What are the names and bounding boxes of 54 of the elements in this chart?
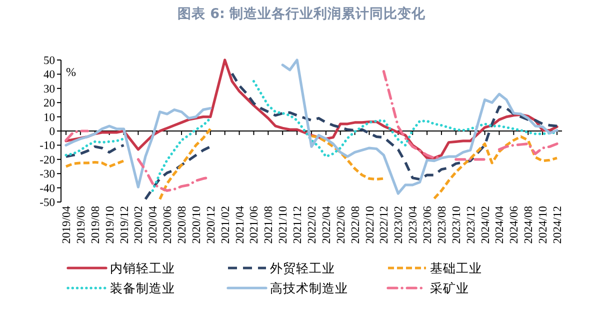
y-tick-label: 30 bbox=[44, 83, 56, 96]
x-tick-label: 2020/04 bbox=[148, 206, 160, 244]
x-tick-label: 2023/06 bbox=[422, 206, 434, 244]
x-tick-label: 2024/10 bbox=[538, 206, 550, 244]
x-tick-label: 2021/06 bbox=[248, 206, 261, 244]
x-tick-label: 2024/12 bbox=[552, 206, 564, 244]
x-tick-label: 2021/04 bbox=[234, 206, 246, 244]
x-tick-label: 2023/04 bbox=[408, 206, 420, 244]
x-tick-label: 2024/06 bbox=[508, 206, 521, 244]
y-tick-label: -10 bbox=[40, 140, 56, 152]
x-tick-label: 2021/08 bbox=[263, 206, 276, 244]
x-tick-label: 2019/06 bbox=[75, 206, 88, 244]
legend-label: 基础工业 bbox=[430, 262, 482, 276]
x-tick-label: 2022/02 bbox=[306, 206, 318, 244]
x-tick-label: 2024/08 bbox=[523, 206, 536, 244]
x-tick-label: 2022/06 bbox=[335, 206, 348, 244]
y-tick-label: 50 bbox=[44, 55, 56, 67]
y-tick-label: -50 bbox=[40, 197, 56, 209]
y-tick-label: 40 bbox=[44, 69, 56, 82]
y-tick-label: 0 bbox=[49, 126, 56, 138]
legend-label: 内销轻工业 bbox=[110, 262, 175, 276]
y-tick-label: -30 bbox=[40, 168, 56, 181]
x-tick-label: 2019/08 bbox=[90, 206, 102, 244]
y-tick-label: -40 bbox=[40, 182, 56, 195]
x-tick-label: 2020/08 bbox=[176, 206, 189, 244]
y-tick-label: 20 bbox=[44, 98, 56, 110]
x-tick-label: 2019/04 bbox=[61, 206, 73, 244]
x-tick-label: 2023/02 bbox=[393, 206, 406, 244]
x-tick-label: 2024/02 bbox=[480, 206, 492, 244]
x-tick-label: 2024/04 bbox=[494, 206, 506, 244]
x-tick-label: 2022/08 bbox=[350, 206, 362, 244]
x-tick-label: 2020/06 bbox=[162, 206, 174, 244]
x-tick-label: 2020/10 bbox=[190, 206, 203, 244]
y-tick-label: 10 bbox=[44, 112, 56, 124]
x-tick-label: 2023/12 bbox=[465, 206, 478, 244]
x-tick-label: 2023/10 bbox=[450, 206, 463, 244]
x-tick-label: 2019/10 bbox=[104, 206, 116, 244]
x-tick-label: 2022/12 bbox=[378, 206, 391, 244]
x-tick-label: 2021/02 bbox=[220, 206, 232, 244]
x-tick-label: 2021/12 bbox=[292, 206, 304, 244]
legend-label: 装备制造业 bbox=[110, 282, 175, 296]
x-tick-label: 2022/04 bbox=[320, 206, 333, 244]
x-tick-label: 2023/08 bbox=[436, 206, 448, 244]
x-tick-label: 2022/10 bbox=[364, 206, 376, 244]
legend-label: 采矿业 bbox=[430, 282, 469, 296]
legend-label: 外贸轻工业 bbox=[270, 262, 335, 276]
chart-title: 图表 6: 制造业各行业利润累计同比变化 bbox=[177, 5, 427, 22]
legend-label: 高技术制造业 bbox=[270, 280, 348, 296]
x-tick-label: 2019/12 bbox=[118, 206, 131, 244]
x-tick-label: 2021/10 bbox=[278, 206, 290, 244]
y-tick-label: -20 bbox=[40, 154, 56, 166]
x-tick-label: 2020/02 bbox=[133, 206, 146, 244]
x-tick-label: 2020/12 bbox=[205, 206, 218, 244]
y-axis-title: % bbox=[66, 65, 76, 79]
